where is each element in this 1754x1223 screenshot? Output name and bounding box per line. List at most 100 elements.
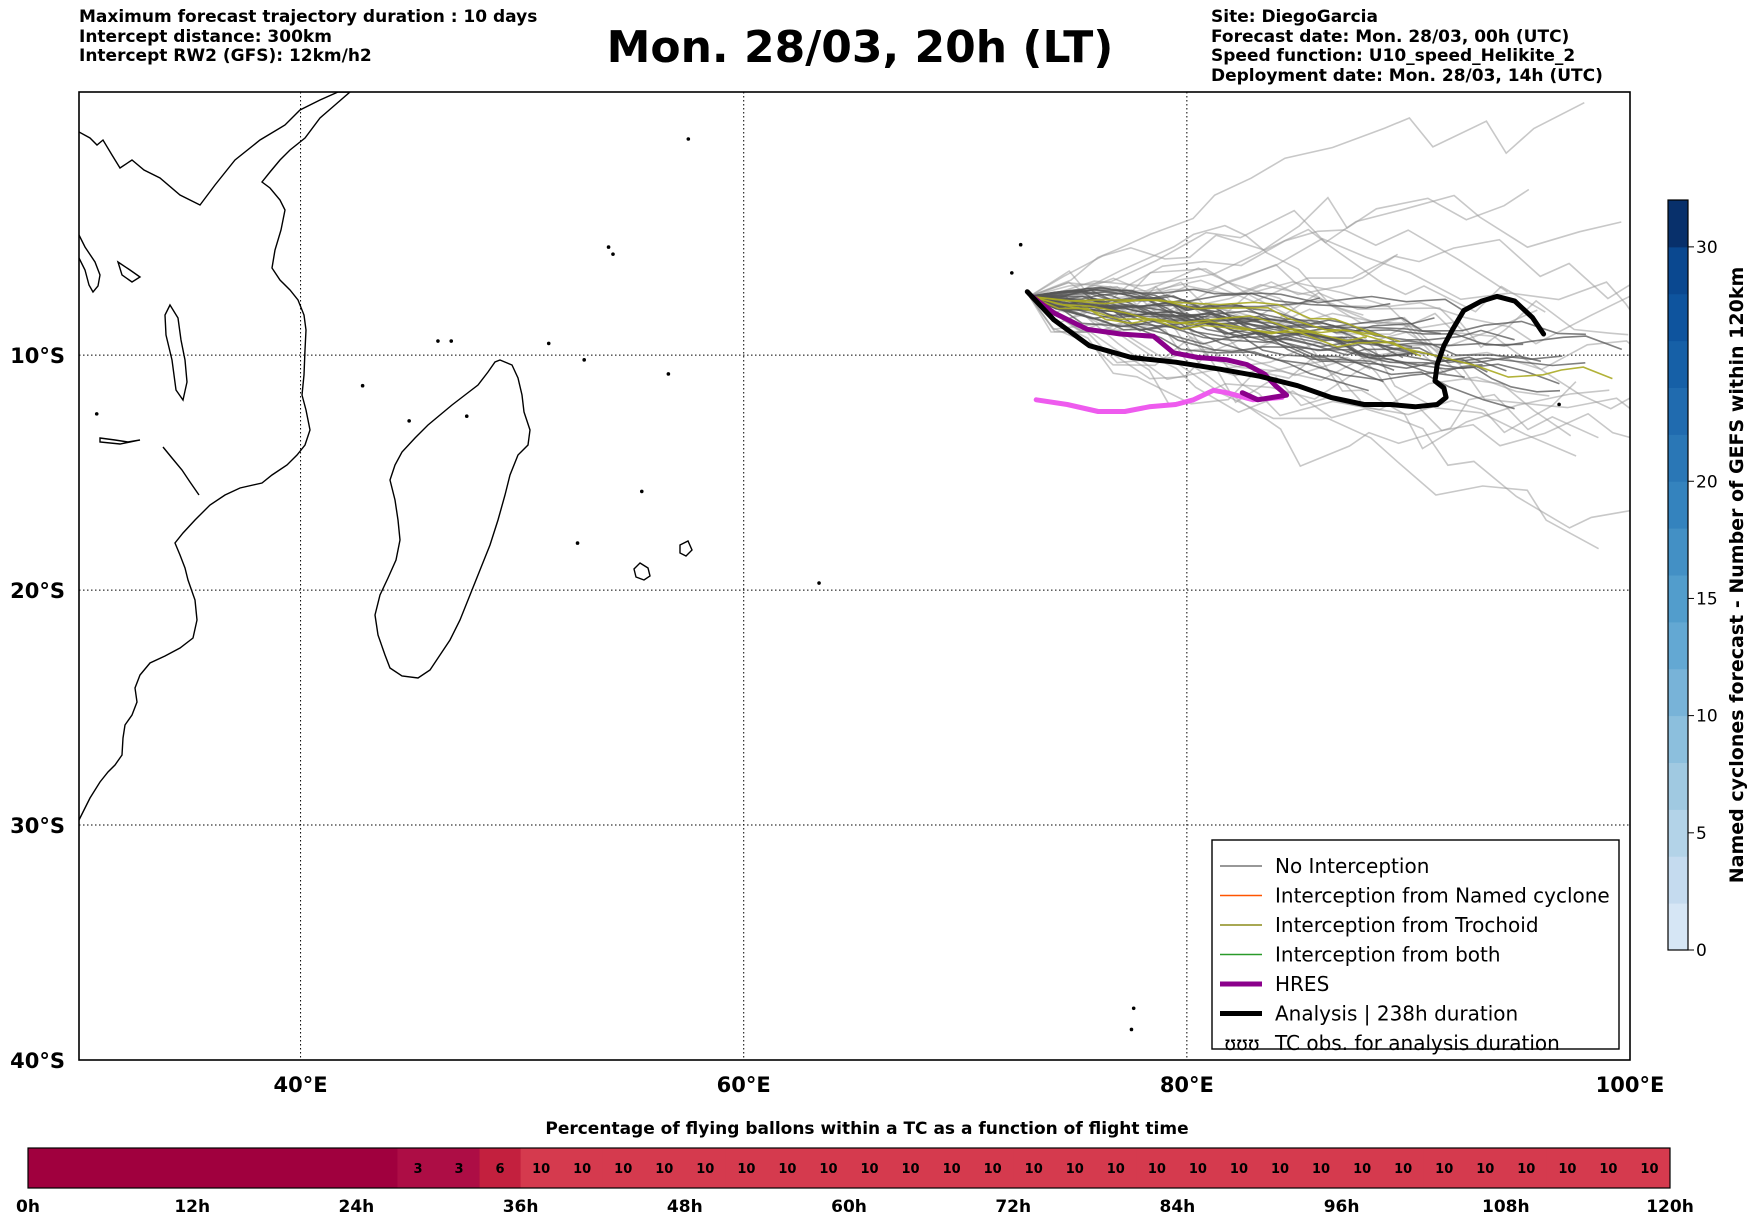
island-4 — [164, 303, 188, 402]
colorbar-block — [1668, 481, 1688, 529]
flight-time-value: 10 — [984, 1162, 1002, 1177]
flight-time-cell — [110, 1148, 152, 1188]
legend-label: Interception from Named cyclone — [1275, 884, 1610, 908]
header-info-left: Maximum forecast trajectory duration : 1… — [79, 7, 537, 67]
ensemble-track-dark — [1029, 291, 1465, 312]
flight-time-value: 3 — [413, 1162, 422, 1177]
island-dot — [436, 339, 440, 343]
colorbar-block — [1668, 575, 1688, 623]
colorbar-block — [1668, 293, 1688, 342]
ensemble-track — [1028, 268, 1629, 349]
island-dot — [546, 341, 551, 346]
map-axis-labels: 40°E 60°E 80°E 100°E 10°S 20°S 30°S 40°S — [10, 344, 1664, 1097]
colorbar-frame — [1667, 199, 1689, 951]
forecast-date-text: Forecast date: Mon. 28/03, 00h (UTC) — [1211, 26, 1570, 47]
island-6 — [162, 446, 200, 496]
flight-time-cell — [315, 1148, 357, 1188]
flight-time-cell — [725, 1148, 768, 1188]
ensemble-track-dark — [1029, 295, 1563, 361]
flight-time-tick-label: 48h — [667, 1197, 703, 1217]
legend-label: No Interception — [1275, 854, 1429, 878]
hres-track — [1029, 293, 1290, 403]
flight-time-value: 10 — [1066, 1162, 1084, 1177]
flight-time-value: 10 — [1640, 1162, 1658, 1177]
flight-time-value: 10 — [1271, 1162, 1289, 1177]
flight-time-cell — [1054, 1148, 1096, 1188]
deployment-date-text: Deployment date: Mon. 28/03, 14h (UTC) — [1211, 65, 1603, 86]
colorbar-tick-label: 30 — [1696, 238, 1718, 258]
page-title: Mon. 28/03, 20h (LT) — [606, 22, 1114, 73]
legend-label: TC obs. for analysis duration — [1274, 1031, 1560, 1055]
lat-tick-label: 40°S — [10, 1049, 65, 1073]
flight-time-value: 10 — [1148, 1162, 1166, 1177]
flight-time-tick-label: 108h — [1482, 1197, 1530, 1217]
island-dot — [464, 414, 469, 419]
intercept-rw2-text: Intercept RW2 (GFS): 12km/h2 — [79, 46, 372, 66]
colorbar-tick-label: 15 — [1696, 589, 1718, 609]
flight-time-tick-label: 120h — [1646, 1197, 1694, 1217]
island-dot — [606, 245, 611, 249]
island-3 — [116, 260, 142, 283]
flight-time-cell — [1341, 1148, 1384, 1188]
legend: No Interception Interception from Named c… — [1211, 839, 1620, 1055]
map-panel[interactable]: 40°E 60°E 80°E 100°E 10°S 20°S 30°S 40°S No Int… — [10, 91, 1754, 1097]
flight-time-cell — [1300, 1148, 1343, 1188]
flight-time-tick-label: 24h — [339, 1197, 375, 1217]
flight-time-cell — [28, 1148, 70, 1188]
colorbar-block — [1668, 387, 1688, 435]
colorbar: 0 5 10 15 20 30 Named cyclones forecast - Num… — [1667, 199, 1748, 961]
ensemble-track-dark — [1029, 295, 1395, 342]
island-dot — [449, 339, 454, 343]
flight-time-value: 10 — [1025, 1162, 1043, 1177]
ensemble-tracks — [1028, 101, 1630, 550]
colorbar-label: Named cyclones forecast - Number of GEFS… — [1726, 267, 1748, 884]
ensemble-track — [1029, 238, 1630, 303]
legend-label: Interception from both — [1275, 943, 1501, 967]
trochoid-track — [1029, 295, 1613, 380]
flight-time-cell — [356, 1148, 398, 1188]
island-1 — [633, 562, 651, 581]
flight-time-cell — [807, 1148, 850, 1188]
flight-time-value: 10 — [1558, 1162, 1576, 1177]
ensemble-track — [1029, 295, 1630, 447]
colorbar-block — [1668, 856, 1688, 904]
flight-time-value: 10 — [819, 1162, 837, 1177]
map-frame — [78, 91, 1631, 1061]
colorbar-block — [1668, 715, 1688, 763]
flight-time-value: 10 — [1435, 1162, 1453, 1177]
flight-time-cell — [602, 1148, 645, 1188]
colorbar-block — [1668, 246, 1688, 295]
flight-time-tick-label: 0h — [16, 1197, 40, 1217]
island-dot — [611, 252, 615, 256]
island-dot — [407, 419, 411, 423]
flight-time-tick-label: 72h — [995, 1197, 1031, 1217]
colorbar-block — [1668, 668, 1688, 717]
colorbar-block — [1668, 762, 1688, 810]
flight-time-cell — [890, 1148, 932, 1188]
header-info-right: Site: DiegoGarcia Forecast date: Mon. 28… — [1211, 7, 1603, 86]
colorbar-block — [1668, 200, 1688, 248]
lat-tick-label: 30°S — [10, 814, 65, 838]
island-dot — [575, 541, 580, 545]
island-5 — [99, 437, 141, 445]
flight-time-bar: Percentage of flying ballons within a TC… — [16, 1119, 1694, 1217]
flight-time-value: 10 — [1599, 1162, 1617, 1177]
trochoid-track — [1029, 295, 1422, 357]
island-dot — [582, 358, 586, 362]
island-dot — [1010, 271, 1014, 275]
island-dot — [1650, 132, 1654, 136]
ensemble-track — [1028, 295, 1577, 457]
flight-time-value: 10 — [573, 1162, 591, 1177]
flight-time-cell — [1423, 1148, 1466, 1188]
flight-time-value: 10 — [532, 1162, 550, 1177]
island-dot — [686, 137, 691, 141]
flight-time-cell — [1013, 1148, 1055, 1188]
ensemble-track — [1029, 224, 1364, 316]
island-dot — [1018, 242, 1023, 247]
ensemble-track — [1028, 295, 1371, 405]
flight-time-value: 10 — [1476, 1162, 1494, 1177]
flight-time-tick-label: 84h — [1160, 1197, 1196, 1217]
lat-tick-label: 10°S — [10, 344, 65, 368]
analysis-track — [1024, 289, 1547, 410]
